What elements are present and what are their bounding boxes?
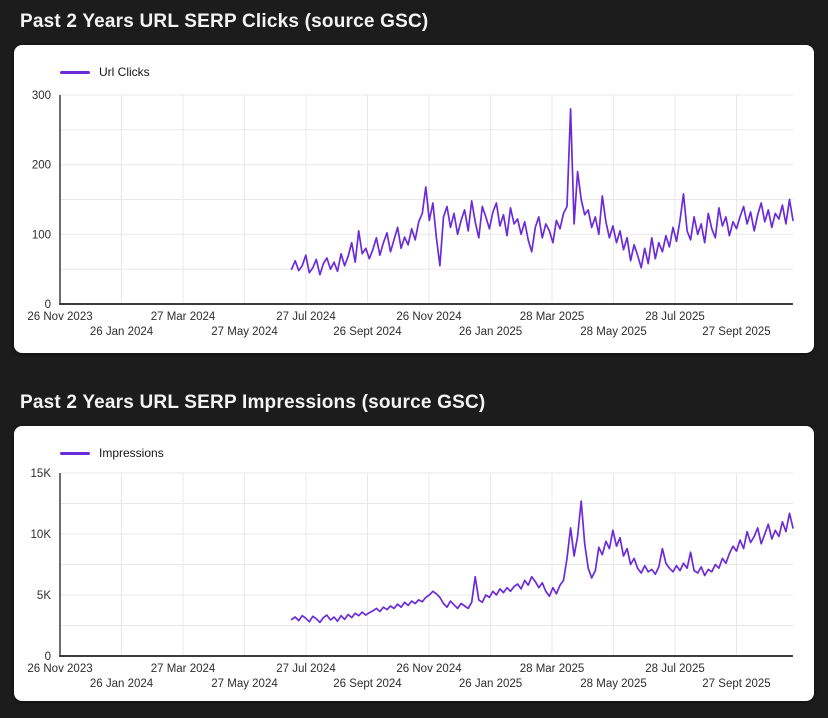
- svg-text:26 Jan 2024: 26 Jan 2024: [90, 678, 154, 690]
- svg-text:27 May 2024: 27 May 2024: [211, 326, 278, 338]
- svg-text:28 Jul 2025: 28 Jul 2025: [645, 663, 704, 675]
- impressions-line-chart[interactable]: 26 Nov 2023 26 Jan 2024 27 Mar 2024 27 May …: [14, 426, 814, 701]
- clicks-line-chart[interactable]: 26 Nov 2023 26 Jan 2024 27 Mar 2024 27 May …: [14, 45, 814, 353]
- svg-text:26 Sept 2024: 26 Sept 2024: [333, 326, 402, 338]
- svg-text:27 Jul 2024: 27 Jul 2024: [276, 311, 336, 323]
- svg-text:26 Jan 2024: 26 Jan 2024: [90, 326, 154, 338]
- svg-text:26 Jan 2025: 26 Jan 2025: [459, 326, 522, 338]
- svg-text:27 Mar 2024: 27 Mar 2024: [151, 663, 216, 675]
- svg-text:26 Jan 2025: 26 Jan 2025: [459, 678, 522, 690]
- clicks-line-swatch-icon: [60, 70, 90, 74]
- svg-text:10K: 10K: [31, 529, 52, 541]
- clicks-chart-card: Url Clicks 26 Nov 2023 26 Jan 2024 27 Mar …: [14, 45, 814, 353]
- svg-text:200: 200: [32, 160, 51, 172]
- impressions-legend-label: Impressions: [99, 446, 164, 460]
- clicks-legend-label: Url Clicks: [99, 65, 150, 79]
- svg-text:28 Mar 2025: 28 Mar 2025: [520, 311, 585, 323]
- svg-text:0: 0: [45, 299, 51, 311]
- impressions-chart-title: Past 2 Years URL SERP Impressions (sourc…: [20, 392, 486, 413]
- svg-text:26 Nov 2024: 26 Nov 2024: [396, 663, 462, 675]
- svg-text:26 Nov 2023: 26 Nov 2023: [27, 311, 92, 323]
- svg-text:28 Jul 2025: 28 Jul 2025: [645, 311, 704, 323]
- svg-text:15K: 15K: [31, 468, 52, 480]
- impressions-chart-card: Impressions 26 Nov 2023 26 Jan 2024 27 Mar…: [14, 426, 814, 701]
- impressions-legend[interactable]: Impressions: [60, 446, 164, 460]
- svg-text:26 Sept 2024: 26 Sept 2024: [333, 678, 402, 690]
- svg-text:27 Jul 2024: 27 Jul 2024: [276, 663, 336, 675]
- svg-text:26 Nov 2023: 26 Nov 2023: [27, 663, 92, 675]
- svg-text:28 May 2025: 28 May 2025: [580, 678, 647, 690]
- svg-text:5K: 5K: [37, 590, 51, 602]
- dashboard-page: Past 2 Years URL SERP Clicks (source GSC…: [14, 11, 814, 701]
- svg-text:27 Sept 2025: 27 Sept 2025: [702, 678, 770, 690]
- svg-text:28 Mar 2025: 28 Mar 2025: [520, 663, 585, 675]
- svg-text:27 Mar 2024: 27 Mar 2024: [151, 311, 216, 323]
- svg-text:27 Sept 2025: 27 Sept 2025: [702, 326, 770, 338]
- svg-text:100: 100: [32, 229, 51, 241]
- clicks-chart-title: Past 2 Years URL SERP Clicks (source GSC…: [20, 11, 429, 32]
- svg-text:28 May 2025: 28 May 2025: [580, 326, 647, 338]
- svg-text:300: 300: [32, 90, 51, 102]
- svg-text:0: 0: [45, 651, 51, 663]
- svg-text:27 May 2024: 27 May 2024: [211, 678, 278, 690]
- impressions-line-swatch-icon: [60, 451, 90, 455]
- clicks-legend[interactable]: Url Clicks: [60, 65, 150, 79]
- svg-text:26 Nov 2024: 26 Nov 2024: [396, 311, 462, 323]
